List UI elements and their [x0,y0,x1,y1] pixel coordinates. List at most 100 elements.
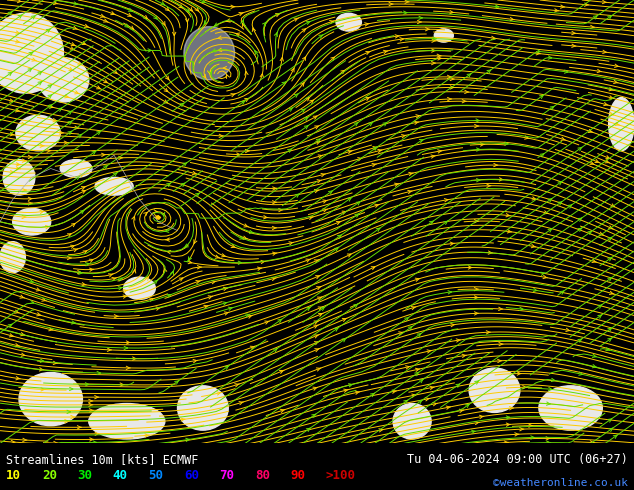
FancyArrowPatch shape [376,228,380,231]
FancyArrowPatch shape [80,174,84,177]
FancyArrowPatch shape [30,300,34,304]
FancyArrowPatch shape [477,148,480,151]
FancyArrowPatch shape [603,50,607,53]
FancyArrowPatch shape [400,38,404,41]
FancyArrowPatch shape [547,402,550,405]
FancyArrowPatch shape [418,400,422,404]
FancyArrowPatch shape [408,326,412,330]
FancyArrowPatch shape [498,307,503,311]
FancyArrowPatch shape [430,386,434,390]
FancyArrowPatch shape [334,328,339,331]
FancyArrowPatch shape [355,391,359,394]
FancyArrowPatch shape [588,129,593,132]
FancyArrowPatch shape [249,230,254,234]
FancyArrowPatch shape [465,404,470,408]
FancyArrowPatch shape [608,257,612,261]
FancyArrowPatch shape [301,83,304,86]
FancyArrowPatch shape [371,267,375,270]
FancyArrowPatch shape [451,323,455,327]
FancyArrowPatch shape [304,117,308,121]
FancyArrowPatch shape [597,70,602,73]
FancyArrowPatch shape [578,218,582,221]
FancyArrowPatch shape [585,3,589,6]
FancyArrowPatch shape [592,259,597,263]
FancyArrowPatch shape [547,441,552,445]
FancyArrowPatch shape [133,357,137,360]
FancyArrowPatch shape [58,108,62,111]
FancyArrowPatch shape [72,321,75,324]
FancyArrowPatch shape [101,153,106,156]
FancyArrowPatch shape [179,278,183,281]
FancyArrowPatch shape [130,26,134,29]
FancyArrowPatch shape [10,334,14,337]
FancyArrowPatch shape [588,231,592,235]
FancyArrowPatch shape [228,307,232,310]
FancyArrowPatch shape [75,126,79,129]
FancyArrowPatch shape [404,11,407,14]
FancyArrowPatch shape [450,10,454,14]
FancyArrowPatch shape [162,212,165,216]
FancyArrowPatch shape [479,415,484,418]
FancyArrowPatch shape [167,294,171,297]
FancyArrowPatch shape [85,383,89,386]
FancyArrowPatch shape [474,296,479,299]
FancyArrowPatch shape [196,280,200,284]
FancyArrowPatch shape [217,36,222,39]
FancyArrowPatch shape [120,383,124,386]
FancyArrowPatch shape [323,209,328,212]
FancyArrowPatch shape [416,115,420,118]
FancyArrowPatch shape [456,339,460,342]
FancyArrowPatch shape [223,302,227,305]
FancyArrowPatch shape [314,335,319,338]
FancyArrowPatch shape [223,287,228,291]
FancyArrowPatch shape [450,242,455,245]
FancyArrowPatch shape [316,275,320,279]
FancyArrowPatch shape [70,47,75,50]
FancyArrowPatch shape [179,4,183,8]
FancyArrowPatch shape [231,245,236,247]
FancyArrowPatch shape [541,272,545,275]
FancyArrowPatch shape [273,200,276,204]
FancyArrowPatch shape [425,398,430,401]
FancyArrowPatch shape [10,133,15,136]
FancyArrowPatch shape [415,278,420,281]
FancyArrowPatch shape [354,122,358,126]
FancyArrowPatch shape [273,348,278,352]
FancyArrowPatch shape [593,15,598,19]
FancyArrowPatch shape [314,325,318,328]
FancyArrowPatch shape [462,354,467,358]
FancyArrowPatch shape [415,372,419,376]
FancyArrowPatch shape [555,9,559,12]
FancyArrowPatch shape [474,220,479,223]
FancyArrowPatch shape [248,315,252,318]
FancyArrowPatch shape [133,270,136,273]
FancyArrowPatch shape [495,5,498,8]
FancyArrowPatch shape [273,252,277,255]
FancyArrowPatch shape [609,428,613,432]
FancyArrowPatch shape [16,163,20,166]
FancyArrowPatch shape [448,75,451,78]
FancyArrowPatch shape [16,377,20,380]
FancyArrowPatch shape [103,19,108,22]
Ellipse shape [336,13,361,31]
FancyArrowPatch shape [100,14,105,17]
FancyArrowPatch shape [524,136,529,139]
FancyArrowPatch shape [71,43,75,46]
FancyArrowPatch shape [257,267,262,270]
Text: 40: 40 [113,468,128,482]
FancyArrowPatch shape [288,148,292,152]
Text: Streamlines 10m [kts] ECMWF: Streamlines 10m [kts] ECMWF [6,453,198,466]
Text: 80: 80 [255,468,270,482]
FancyArrowPatch shape [419,140,424,143]
FancyArrowPatch shape [174,381,179,384]
Ellipse shape [434,29,453,42]
FancyArrowPatch shape [10,99,14,102]
FancyArrowPatch shape [448,98,452,101]
FancyArrowPatch shape [207,70,210,74]
FancyArrowPatch shape [16,31,20,34]
Text: 90: 90 [290,468,306,482]
FancyArrowPatch shape [474,288,479,291]
FancyArrowPatch shape [171,271,174,275]
FancyArrowPatch shape [408,190,412,194]
FancyArrowPatch shape [431,155,436,158]
